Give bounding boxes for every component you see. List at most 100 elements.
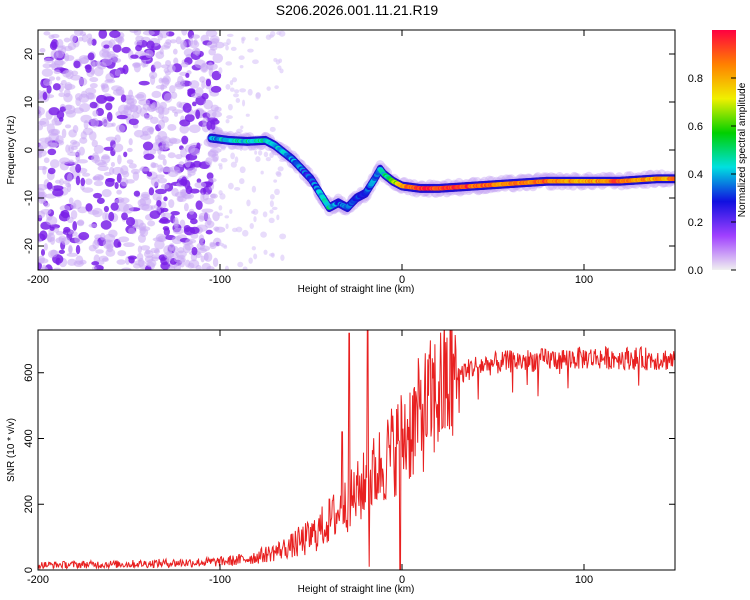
noise-blob xyxy=(103,205,109,213)
noise-blob xyxy=(48,34,55,39)
noise-blob xyxy=(140,245,151,251)
noise-blob xyxy=(190,232,199,239)
noise-blob xyxy=(60,79,67,86)
noise-blob xyxy=(89,101,98,109)
noise-blob xyxy=(138,167,151,172)
noise-blob xyxy=(276,214,280,221)
snr-x-label: Height of straight line (km) xyxy=(298,584,415,595)
noise-blob xyxy=(206,265,215,270)
noise-blob xyxy=(189,80,200,89)
noise-blob xyxy=(206,172,214,180)
noise-blob xyxy=(101,84,110,93)
y-tick-label: 0 xyxy=(23,147,35,153)
noise-blob xyxy=(225,84,231,90)
noise-blob xyxy=(42,91,48,101)
noise-blob xyxy=(279,68,284,74)
noise-blob xyxy=(220,157,228,163)
noise-blob xyxy=(50,142,59,148)
noise-blob xyxy=(229,80,234,86)
noise-blob xyxy=(142,141,154,151)
noise-blob xyxy=(68,197,74,205)
noise-blob xyxy=(206,120,212,131)
noise-blob xyxy=(117,154,122,165)
noise-blob xyxy=(148,187,155,196)
noise-blob xyxy=(105,72,115,83)
noise-blob xyxy=(239,144,243,152)
noise-blob xyxy=(97,165,109,171)
noise-blob xyxy=(75,255,84,265)
noise-blob xyxy=(173,111,179,117)
noise-blob xyxy=(63,226,71,233)
noise-blob xyxy=(173,217,179,227)
noise-blob xyxy=(176,101,183,108)
noise-blob xyxy=(247,88,253,96)
noise-blob xyxy=(180,61,189,68)
noise-blob xyxy=(79,31,87,37)
noise-blob xyxy=(225,61,233,66)
noise-blob xyxy=(49,226,55,231)
snr-x-ticks: -200 -100 0 100 xyxy=(27,330,593,586)
noise-blob xyxy=(125,216,136,227)
noise-blob xyxy=(205,78,212,87)
colorbar-tick-label: 0.6 xyxy=(688,121,703,133)
noise-blob xyxy=(160,212,166,218)
noise-blob xyxy=(90,117,99,128)
noise-blob xyxy=(266,86,271,91)
colorbar-tick-label: 0.2 xyxy=(688,217,703,229)
noise-blob xyxy=(38,106,45,116)
noise-blob xyxy=(274,115,279,120)
noise-blob xyxy=(111,85,123,92)
noise-blob xyxy=(53,60,66,66)
noise-blob xyxy=(212,156,218,162)
noise-blob xyxy=(212,211,220,222)
noise-blob xyxy=(106,111,113,122)
noise-blob xyxy=(239,178,245,185)
noise-blob xyxy=(239,64,244,69)
noise-blob xyxy=(141,125,154,136)
noise-blob xyxy=(72,221,78,231)
noise-blob xyxy=(271,206,278,211)
noise-blob xyxy=(167,169,179,178)
noise-blob xyxy=(218,163,223,167)
noise-blob xyxy=(67,172,73,183)
noise-blob xyxy=(65,69,74,80)
noise-blob xyxy=(39,117,50,127)
noise-blob xyxy=(81,172,91,177)
noise-blob xyxy=(121,267,132,270)
noise-blob xyxy=(78,232,90,241)
noise-blob xyxy=(101,188,112,198)
noise-blob xyxy=(184,144,196,154)
noise-blob xyxy=(265,34,272,40)
noise-blob xyxy=(265,157,272,162)
noise-blob xyxy=(47,167,56,175)
noise-blob xyxy=(190,93,202,99)
noise-blob xyxy=(55,76,61,81)
noise-blob xyxy=(139,197,152,206)
noise-blob xyxy=(198,212,211,221)
y-tick-label: 400 xyxy=(23,429,35,447)
noise-blob xyxy=(245,113,250,117)
noise-blob xyxy=(212,257,219,267)
noise-blob xyxy=(162,226,170,231)
noise-blob xyxy=(198,234,205,243)
noise-blob xyxy=(185,185,193,195)
noise-blob xyxy=(239,166,246,174)
colorbar-tick-label: 0.4 xyxy=(688,169,703,181)
noise-blob xyxy=(269,152,274,158)
noise-blob xyxy=(58,249,65,254)
noise-blob xyxy=(179,257,186,268)
noise-blob xyxy=(91,39,97,46)
noise-blob xyxy=(116,114,128,120)
noise-blob xyxy=(38,141,49,149)
noise-blob xyxy=(145,49,154,59)
noise-blob xyxy=(53,227,60,233)
noise-blob xyxy=(235,97,241,103)
noise-blob xyxy=(263,249,268,255)
noise-blob xyxy=(230,161,237,168)
noise-blob xyxy=(48,76,56,81)
noise-blob xyxy=(155,106,164,114)
noise-blob xyxy=(114,134,121,143)
noise-blob xyxy=(53,69,61,75)
noise-blob xyxy=(123,106,133,116)
noise-blob xyxy=(191,246,198,256)
